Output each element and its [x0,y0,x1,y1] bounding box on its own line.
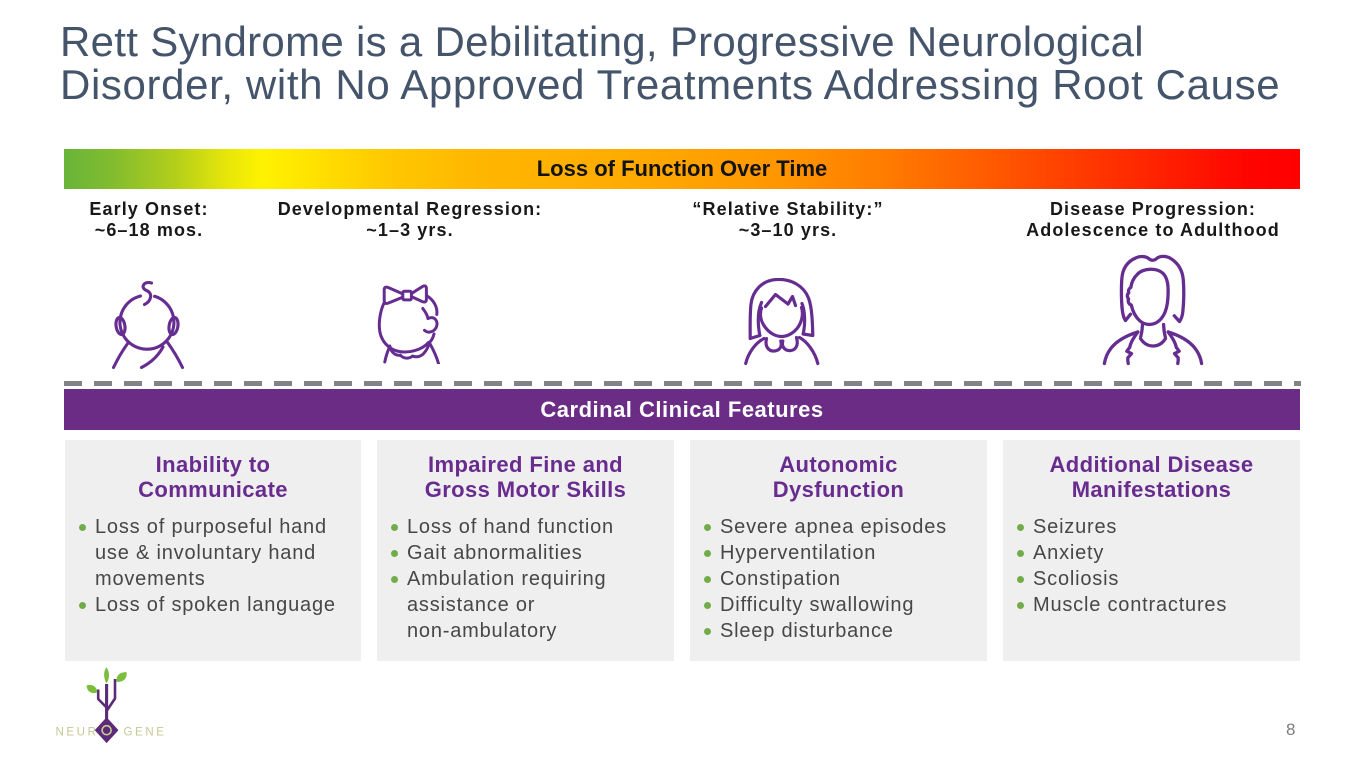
svg-text:NEUR: NEUR [56,726,99,738]
svg-text:GENE: GENE [124,726,167,738]
